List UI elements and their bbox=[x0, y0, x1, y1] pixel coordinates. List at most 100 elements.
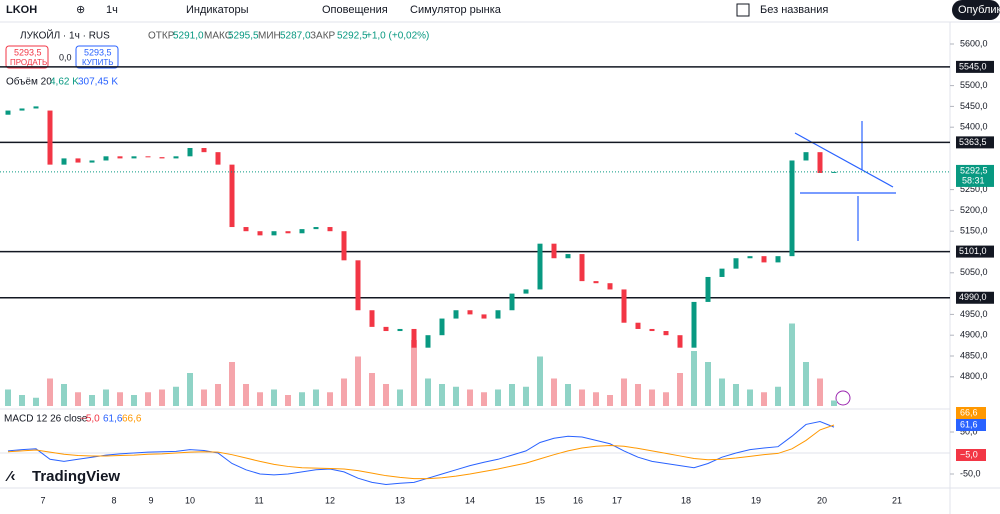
volume-bar bbox=[117, 392, 123, 406]
date-label: 16 bbox=[573, 495, 583, 505]
volume-bar bbox=[173, 386, 179, 406]
volume-bar bbox=[285, 395, 291, 406]
macd-signal: 66,6 bbox=[122, 414, 142, 425]
candle bbox=[411, 328, 417, 348]
last-price-label: 5292,5 bbox=[960, 165, 988, 175]
buy-label[interactable]: КУПИТЬ bbox=[82, 58, 113, 67]
volume-bar bbox=[831, 400, 837, 406]
plot: 5600,0 5500,0 5450,0 5400,0 5250,0 5200,0 5150… bbox=[0, 38, 994, 505]
date-label: 7 bbox=[40, 495, 45, 505]
sell-button[interactable] bbox=[5, 45, 49, 69]
buy-price[interactable]: 5293,5 bbox=[84, 47, 112, 57]
high-value: 5295,5 bbox=[228, 31, 259, 42]
buy-button[interactable] bbox=[75, 45, 119, 69]
candle bbox=[705, 276, 711, 302]
volume-title: Объём 20 bbox=[6, 76, 52, 88]
volume-bar bbox=[593, 392, 599, 406]
alert-icon[interactable] bbox=[835, 390, 851, 406]
price-tick-label: 5500,0 bbox=[960, 80, 988, 90]
candle bbox=[173, 156, 179, 159]
volume-bar bbox=[621, 378, 627, 406]
candle bbox=[593, 281, 599, 284]
price-tick-label: 4850,0 bbox=[960, 350, 988, 360]
candle bbox=[453, 310, 459, 319]
price-tick-label: 5150,0 bbox=[960, 226, 988, 236]
volume-bar bbox=[355, 356, 361, 406]
volume-bar bbox=[439, 384, 445, 406]
macd-tick-label: -50,0 bbox=[960, 468, 981, 478]
date-label: 10 bbox=[185, 495, 195, 505]
candle bbox=[565, 254, 571, 259]
open-value: 5291,0 bbox=[173, 31, 204, 42]
volume-bar bbox=[327, 392, 333, 406]
volume-bar bbox=[383, 384, 389, 406]
candle bbox=[299, 229, 305, 234]
volume-bar bbox=[75, 392, 81, 406]
volume-bar bbox=[47, 378, 53, 406]
volume-bar bbox=[411, 340, 417, 406]
candle bbox=[425, 335, 431, 348]
candle bbox=[75, 158, 81, 163]
indicators[interactable]: Индикаторы bbox=[186, 4, 249, 16]
alerts[interactable]: Оповещения bbox=[322, 4, 388, 16]
candle bbox=[649, 328, 655, 332]
volume-bar bbox=[19, 395, 25, 406]
volume-bar bbox=[103, 389, 109, 406]
volume-bar bbox=[761, 392, 767, 406]
volume-bar bbox=[495, 389, 501, 406]
candle bbox=[159, 157, 165, 159]
sell-label[interactable]: ПРОДАТЬ bbox=[10, 58, 47, 67]
date-label: 8 bbox=[111, 495, 116, 505]
macd-title: MACD 12 26 close bbox=[4, 414, 88, 425]
layout-name[interactable]: Без названия bbox=[760, 4, 828, 16]
candle bbox=[33, 106, 39, 109]
macd-line bbox=[7, 420, 835, 486]
volume-bar bbox=[229, 362, 235, 406]
macd-value-label: −5,0 bbox=[960, 449, 978, 459]
volume-bar bbox=[565, 384, 571, 406]
level-label: 5545,0 bbox=[959, 61, 987, 71]
volume-bar bbox=[397, 389, 403, 406]
candle bbox=[47, 110, 53, 165]
add-symbol[interactable]: ⊕ bbox=[76, 4, 85, 16]
volume-bar bbox=[817, 378, 823, 406]
interval[interactable]: 1ч bbox=[106, 4, 118, 16]
volume-bar bbox=[747, 389, 753, 406]
macd-value-box bbox=[956, 449, 986, 461]
price-tick-label: 5600,0 bbox=[960, 38, 988, 48]
publish-button[interactable] bbox=[952, 0, 1000, 20]
candle bbox=[719, 268, 725, 277]
candle bbox=[691, 301, 697, 348]
symbol[interactable]: LKOH bbox=[6, 4, 37, 16]
low-value: 5287,0 bbox=[280, 31, 311, 42]
checkbox[interactable] bbox=[736, 3, 750, 17]
volume-bar bbox=[341, 378, 347, 406]
candle bbox=[579, 254, 585, 282]
candle bbox=[131, 156, 137, 159]
volume-bar bbox=[89, 395, 95, 406]
candle bbox=[229, 164, 235, 228]
date-label: 18 bbox=[681, 495, 691, 505]
sell-price[interactable]: 5293,5 bbox=[14, 47, 42, 57]
volume-bar bbox=[453, 386, 459, 406]
volume-bar bbox=[635, 384, 641, 406]
volume-value: 4,62 K bbox=[50, 77, 79, 88]
brand: TradingView bbox=[32, 468, 120, 485]
macd-tick-label: 50,0 bbox=[960, 426, 978, 436]
volume-bar bbox=[733, 384, 739, 406]
volume-bar bbox=[789, 323, 795, 406]
countdown: 58:31 bbox=[962, 175, 985, 185]
price-tick-label: 5050,0 bbox=[960, 267, 988, 277]
close-value: 5292,5 bbox=[337, 31, 368, 42]
level-label: 5363,5 bbox=[959, 137, 987, 147]
candle bbox=[327, 227, 333, 232]
candle bbox=[509, 293, 515, 311]
replay[interactable]: Симулятор рынка bbox=[410, 4, 502, 16]
publish-label[interactable]: Опублик bbox=[958, 4, 1000, 16]
candle bbox=[201, 148, 207, 153]
date-label: 21 bbox=[892, 495, 902, 505]
volume-bar bbox=[537, 356, 543, 406]
candle bbox=[761, 256, 767, 263]
